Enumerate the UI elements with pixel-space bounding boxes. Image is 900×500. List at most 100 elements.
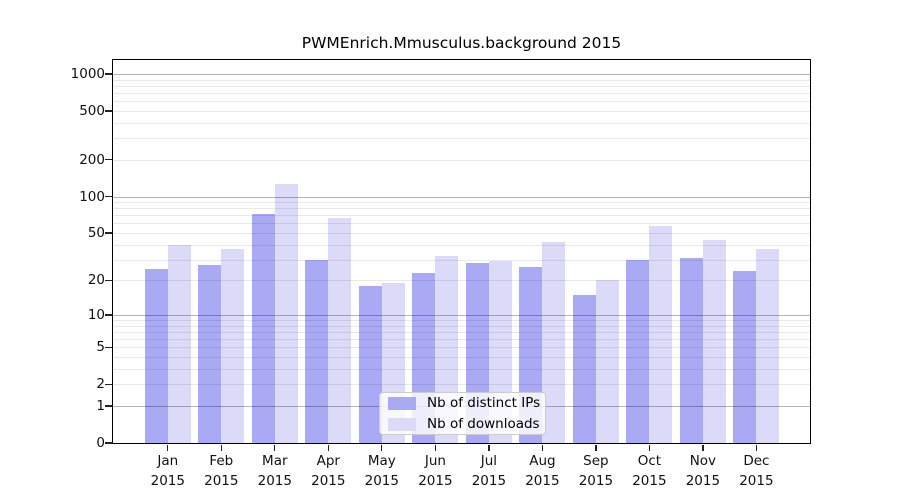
gridline-minor-300 xyxy=(113,138,810,140)
x-tick-mark-aug xyxy=(541,444,544,451)
x-tick-month: May xyxy=(367,453,396,469)
x-tick-year: 2015 xyxy=(150,472,185,489)
x-tick-label-dec: Dec 2015 xyxy=(724,452,788,491)
x-tick-month: Nov xyxy=(689,453,717,469)
gridline-minor-200 xyxy=(113,159,810,161)
x-tick-year: 2015 xyxy=(685,472,721,489)
x-tick-year: 2015 xyxy=(632,472,667,489)
x-tick-label-apr: Apr 2015 xyxy=(296,452,360,491)
gridline-minor-500 xyxy=(113,110,810,112)
x-tick-label-may: May 2015 xyxy=(350,452,414,491)
y-tick-mark-50 xyxy=(105,232,112,234)
x-tick-label-nov: Nov 2015 xyxy=(671,452,735,491)
legend-label-downloads: Nb of downloads xyxy=(427,416,540,432)
x-tick-year: 2015 xyxy=(311,472,346,489)
y-tick-label-500: 500 xyxy=(79,102,105,119)
y-tick-label-5: 5 xyxy=(96,339,105,356)
x-tick-mark-jan xyxy=(167,444,169,451)
plot-area: Nb of distinct IPs Nb of downloads xyxy=(112,59,811,444)
x-tick-month: Feb xyxy=(209,453,234,469)
gridline-minor-20 xyxy=(113,280,810,282)
x-tick-label-oct: Oct 2015 xyxy=(617,452,681,491)
x-tick-mark-may xyxy=(381,444,383,451)
bar-ips-apr xyxy=(305,259,329,443)
x-tick-month: Jun xyxy=(424,453,446,469)
gridline-minor-70 xyxy=(113,215,810,217)
y-tick-label-50: 50 xyxy=(87,225,105,241)
legend-item-downloads: Nb of downloads xyxy=(388,416,540,432)
x-tick-label-jun: Jun 2015 xyxy=(403,452,467,491)
gridline-minor-6 xyxy=(113,339,810,341)
legend-label-distinct-ips: Nb of distinct IPs xyxy=(427,395,541,411)
bar-ips-mar xyxy=(251,213,275,443)
bar-ips-feb xyxy=(198,265,222,443)
legend: Nb of distinct IPs Nb of downloads xyxy=(379,392,546,435)
x-tick-label-jul: Jul 2015 xyxy=(457,452,521,491)
bar-downloads-dec xyxy=(756,248,780,443)
x-tick-mark-mar xyxy=(274,444,276,451)
bar-ips-dec xyxy=(733,271,757,443)
y-tick-label-200: 200 xyxy=(79,151,105,168)
bar-ips-oct xyxy=(626,259,650,443)
grid-layer xyxy=(113,60,810,443)
gridline-minor-800 xyxy=(113,85,810,87)
x-tick-label-mar: Mar 2015 xyxy=(243,452,307,491)
gridline-minor-400 xyxy=(113,122,810,124)
x-tick-month: Jan xyxy=(157,453,179,469)
x-tick-month: Apr xyxy=(316,453,340,469)
gridline-minor-700 xyxy=(113,93,810,94)
y-tick-mark-10 xyxy=(105,314,112,316)
bar-downloads-aug xyxy=(542,242,566,443)
x-tick-label-sep: Sep 2015 xyxy=(564,452,628,491)
bar-downloads-jan xyxy=(167,244,191,443)
bar-downloads-oct xyxy=(649,226,673,443)
x-tick-month: Sep xyxy=(583,453,609,469)
x-tick-year: 2015 xyxy=(204,472,239,489)
bar-ips-may xyxy=(358,285,382,443)
legend-swatch-distinct-ips xyxy=(388,396,416,410)
x-tick-month: Dec xyxy=(743,453,770,469)
legend-swatch-downloads xyxy=(388,417,416,431)
x-tick-year: 2015 xyxy=(418,472,453,489)
x-tick-year: 2015 xyxy=(525,472,560,489)
y-tick-label-100: 100 xyxy=(79,188,105,205)
y-tick-label-2: 2 xyxy=(96,376,105,393)
x-tick-year: 2015 xyxy=(471,472,507,489)
x-tick-mark-apr xyxy=(327,444,329,451)
y-tick-mark-1000 xyxy=(105,73,112,75)
y-tick-label-0: 0 xyxy=(96,435,105,451)
y-tick-mark-200 xyxy=(105,159,112,161)
y-tick-mark-2 xyxy=(105,383,112,385)
gridline-minor-30 xyxy=(113,259,810,261)
x-tick-year: 2015 xyxy=(578,472,614,489)
x-tick-mark-feb xyxy=(220,444,222,451)
y-tick-label-1: 1 xyxy=(96,398,105,414)
x-tick-year: 2015 xyxy=(257,472,292,489)
x-tick-mark-sep xyxy=(595,444,597,451)
x-tick-month: Jul xyxy=(480,453,498,469)
gridline-minor-9 xyxy=(113,320,810,321)
x-tick-mark-jun xyxy=(434,444,437,451)
y-tick-mark-20 xyxy=(105,279,112,282)
gridline-minor-600 xyxy=(113,101,810,103)
x-tick-year: 2015 xyxy=(364,472,399,489)
x-tick-label-jan: Jan 2015 xyxy=(136,452,200,491)
y-tick-label-20: 20 xyxy=(87,272,105,289)
gridline-minor-80 xyxy=(113,208,810,210)
y-tick-label-10: 10 xyxy=(87,306,105,323)
gridline-minor-50 xyxy=(113,233,810,234)
gridline-minor-60 xyxy=(113,223,810,225)
legend-item-distinct-ips: Nb of distinct IPs xyxy=(388,395,541,411)
y-tick-mark-5 xyxy=(105,346,112,348)
bar-ips-nov xyxy=(679,257,703,443)
gridline-major-100 xyxy=(113,196,810,198)
bar-downloads-sep xyxy=(595,280,619,443)
gridline-minor-5 xyxy=(113,347,810,349)
bar-ips-sep xyxy=(572,294,596,443)
x-tick-mark-jul xyxy=(488,444,490,451)
bar-ips-jan xyxy=(144,269,168,443)
gridline-major-10 xyxy=(113,314,810,316)
x-tick-month: Mar xyxy=(262,453,288,469)
x-tick-mark-oct xyxy=(648,444,651,451)
